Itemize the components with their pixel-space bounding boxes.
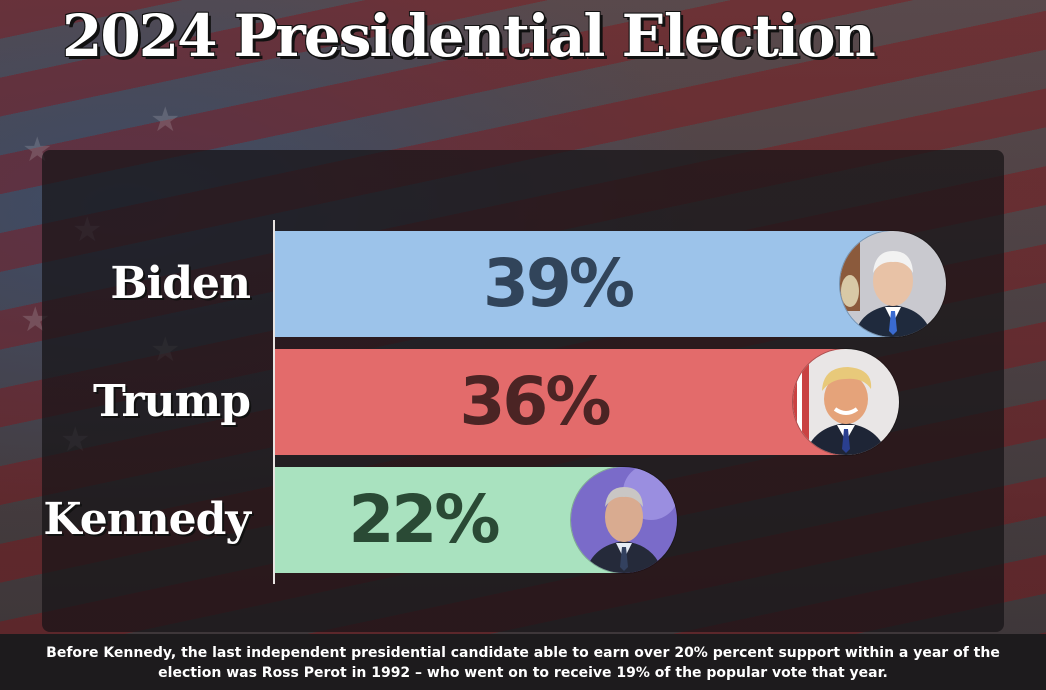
kennedy-photo-icon: [571, 467, 677, 573]
category-label-trump: Trump: [92, 376, 251, 427]
caption-text: Before Kennedy, the last independent pre…: [46, 645, 1000, 681]
chart-title: 2024 Presidential Election: [62, 2, 876, 70]
category-label-kennedy: Kennedy: [43, 494, 251, 545]
bar-trump: [275, 349, 846, 455]
value-label-kennedy: 22%: [348, 481, 501, 558]
y-axis-line: [273, 220, 275, 584]
star-icon: ★: [150, 100, 181, 140]
value-label-biden: 39%: [483, 245, 635, 322]
bar-biden: [275, 231, 893, 337]
biden-photo-icon: [840, 231, 946, 337]
caption-bar: [0, 634, 1046, 690]
category-label-biden: Biden: [110, 258, 251, 309]
bar-kennedy: [275, 467, 624, 573]
trump-photo-icon: [793, 349, 899, 455]
value-label-trump: 36%: [459, 363, 612, 440]
